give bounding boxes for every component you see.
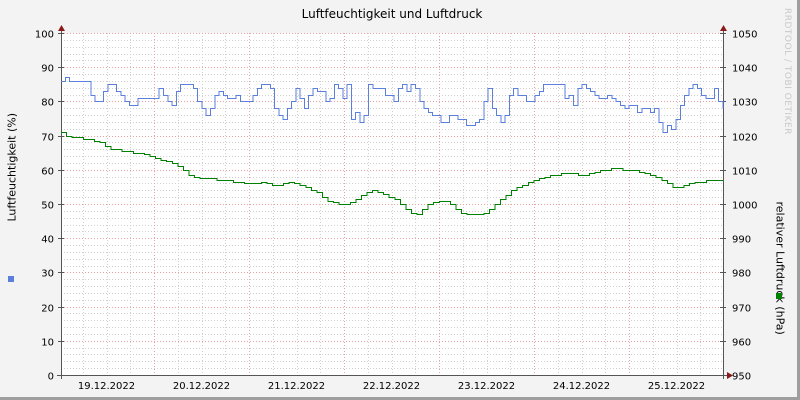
legend-swatch-humidity bbox=[8, 276, 14, 282]
y-axis-right-ticks: 950 960 970 980 990 1000 1010 1020 1030 1040 1050 bbox=[720, 30, 757, 383]
y-tick-left-label: 60 bbox=[41, 167, 54, 178]
x-tick-label: 25.12.2022 bbox=[648, 381, 705, 392]
y-tick-left-label: 70 bbox=[41, 133, 54, 144]
y-axis-left-ticks: 0 10 20 30 40 50 60 70 80 90 100 bbox=[35, 30, 64, 383]
y-tick-right-label: 1000 bbox=[732, 201, 757, 212]
y-axis-left-arrow-icon bbox=[58, 25, 65, 31]
y-tick-right-label: 1010 bbox=[732, 167, 757, 178]
series-humidity-line bbox=[61, 77, 724, 133]
x-axis-ticks: 19.12.2022 20.12.2022 21.12.2022 22.12.2022… bbox=[78, 381, 705, 392]
y-tick-left-label: 40 bbox=[41, 235, 54, 246]
y-tick-right-label: 980 bbox=[732, 269, 751, 280]
y-tick-right-label: 1020 bbox=[732, 133, 757, 144]
x-tick-label: 24.12.2022 bbox=[553, 381, 610, 392]
y-tick-left-label: 50 bbox=[41, 201, 54, 212]
x-tick-label: 19.12.2022 bbox=[78, 381, 135, 392]
y-tick-left-label: 80 bbox=[41, 98, 54, 109]
y-tick-right-label: 960 bbox=[732, 338, 751, 349]
x-tick-label: 20.12.2022 bbox=[173, 381, 230, 392]
y-tick-left-label: 0 bbox=[48, 372, 54, 383]
y-tick-right-label: 1050 bbox=[732, 30, 757, 41]
y-tick-left-label: 100 bbox=[35, 30, 54, 41]
watermark: RRDTOOL / TOBI OETIKER bbox=[782, 8, 792, 135]
y-tick-left-label: 20 bbox=[41, 304, 54, 315]
y-tick-right-label: 970 bbox=[732, 304, 751, 315]
x-tick-label: 22.12.2022 bbox=[363, 381, 420, 392]
y-tick-right-label: 950 bbox=[732, 372, 751, 383]
legend-swatch-pressure bbox=[776, 293, 782, 299]
chart-title: Luftfeuchtigkeit und Luftdruck bbox=[301, 7, 483, 21]
series-pressure-line bbox=[61, 132, 723, 215]
x-axis-arrow-icon bbox=[727, 372, 733, 379]
grid-major bbox=[61, 33, 723, 375]
x-tick-label: 21.12.2022 bbox=[268, 381, 325, 392]
y-tick-left-label: 10 bbox=[41, 338, 54, 349]
y-tick-left-label: 30 bbox=[41, 269, 54, 280]
y-tick-right-label: 1030 bbox=[732, 98, 757, 109]
x-tick-label: 23.12.2022 bbox=[458, 381, 515, 392]
y-axis-right-arrow-icon bbox=[720, 25, 727, 31]
y-tick-right-label: 1040 bbox=[732, 64, 757, 75]
y-tick-right-label: 990 bbox=[732, 235, 751, 246]
y-tick-left-label: 90 bbox=[41, 64, 54, 75]
